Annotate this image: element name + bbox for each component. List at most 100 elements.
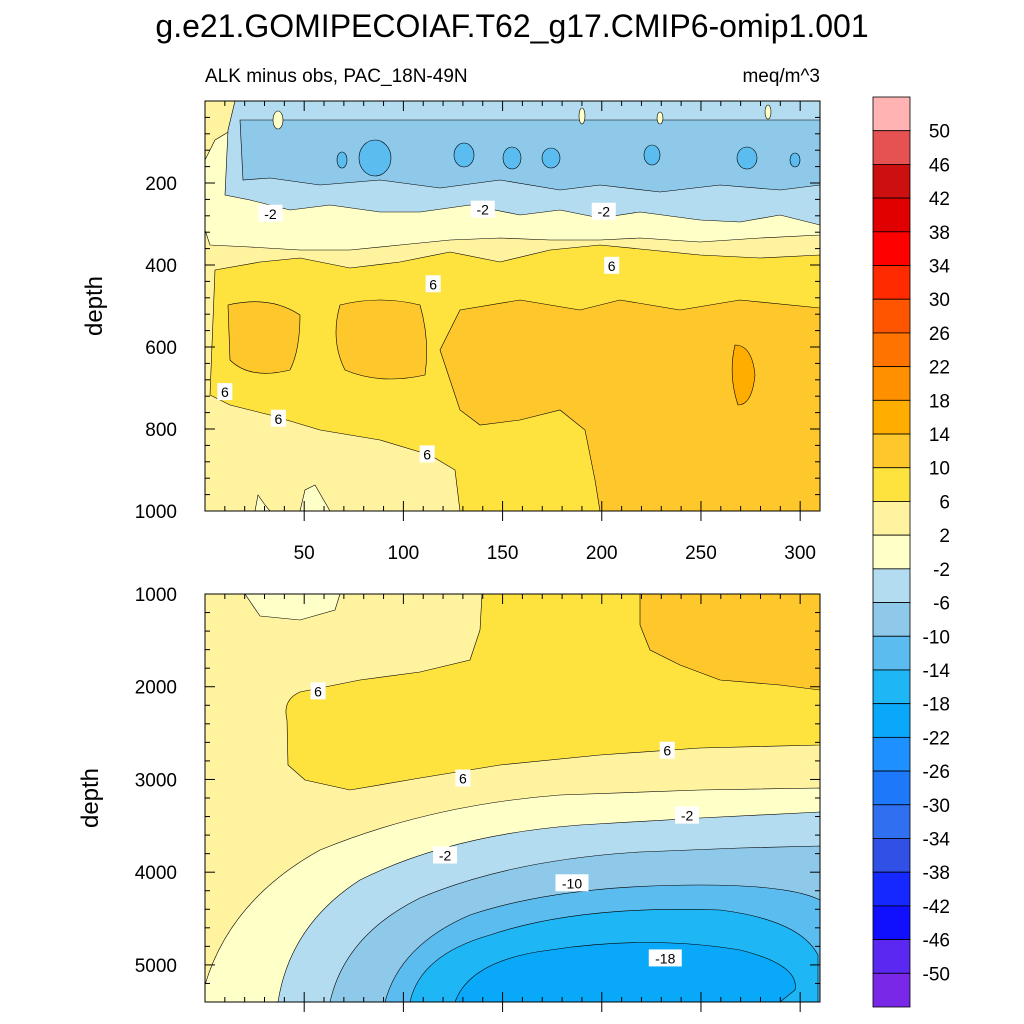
colorbar-swatch bbox=[872, 433, 911, 469]
colorbar-label: -26 bbox=[923, 762, 950, 783]
colorbar-label: -34 bbox=[923, 829, 951, 850]
fill-minus2-bottom bbox=[254, 484, 331, 511]
contour-label: 6 bbox=[419, 445, 435, 463]
contour-label-text: 6 bbox=[663, 743, 671, 759]
contour-label-bg bbox=[555, 874, 589, 892]
colorbar-swatch bbox=[872, 164, 911, 199]
x-tick-label: 100 bbox=[388, 543, 420, 564]
fill-minus2-small bbox=[764, 104, 772, 120]
fill-minus2-small bbox=[578, 107, 586, 125]
colorbar-label: -50 bbox=[923, 964, 950, 985]
colorbar-label: -22 bbox=[923, 728, 950, 749]
fill-minus14-to-minus10 bbox=[643, 144, 661, 166]
contour-label-bg bbox=[419, 445, 435, 463]
fill-minus14-to-minus10 bbox=[789, 152, 801, 168]
fill-minus2-small bbox=[656, 111, 664, 125]
fill-minus14-to-minus10 bbox=[358, 139, 392, 177]
contour-label-bg bbox=[270, 409, 286, 427]
colorbar-swatch bbox=[872, 197, 911, 233]
contour-label: 6 bbox=[270, 409, 286, 427]
contour-label-text: 6 bbox=[429, 276, 437, 292]
colorbar-swatch bbox=[872, 265, 911, 300]
contour-label-text: -2 bbox=[264, 206, 277, 222]
colorbar-swatch bbox=[872, 602, 911, 637]
y-tick-label: 1000 bbox=[135, 585, 177, 606]
colorbar-label: -38 bbox=[923, 863, 950, 884]
contour-label: -2 bbox=[433, 846, 458, 864]
lower-y-axis: 1000 2000 3000 4000 5000 bbox=[135, 585, 820, 1003]
fill-10-to-14 bbox=[335, 299, 427, 380]
colorbar-label: 6 bbox=[939, 492, 950, 513]
colorbar-swatch bbox=[872, 231, 911, 266]
colorbar-swatch bbox=[872, 399, 911, 435]
colorbar-label: 50 bbox=[929, 122, 950, 143]
colorbar-swatch bbox=[872, 939, 911, 974]
colorbar-label: 10 bbox=[929, 459, 950, 480]
colorbar-label: -42 bbox=[923, 897, 950, 918]
colorbar-swatch bbox=[872, 534, 911, 570]
colorbar-swatch bbox=[872, 130, 911, 165]
contour-label: -18 bbox=[648, 949, 682, 967]
colorbar-label: -10 bbox=[923, 627, 950, 648]
upper-x-axis: 50 100 150 200 250 300 bbox=[224, 101, 821, 564]
colorbar-swatch bbox=[872, 905, 911, 940]
contour-label-bg bbox=[433, 846, 458, 864]
fill-minus14-to-minus10 bbox=[541, 147, 561, 169]
colorbar-label: 34 bbox=[929, 257, 951, 278]
colorbar-label: -14 bbox=[923, 661, 951, 682]
contour-label-bg bbox=[659, 741, 675, 759]
contour-label-text: 6 bbox=[221, 384, 229, 400]
x-tick-label: 50 bbox=[294, 543, 315, 564]
lower-contour-fill bbox=[205, 594, 820, 1002]
colorbar-label: 30 bbox=[929, 290, 950, 311]
colorbar-label: -18 bbox=[923, 695, 950, 716]
contour-label-bg bbox=[258, 204, 283, 222]
upper-y-label: depth bbox=[81, 276, 108, 336]
fill-minus22-to-minus18 bbox=[454, 942, 796, 1002]
contour-label: 6 bbox=[604, 256, 620, 274]
contour-label-bg bbox=[310, 682, 326, 700]
lower-x-axis bbox=[224, 594, 821, 1012]
contour-label-text: -2 bbox=[439, 847, 452, 863]
contour-label-text: 6 bbox=[314, 683, 322, 699]
y-tick-label: 2000 bbox=[135, 678, 177, 699]
x-tick-label: 250 bbox=[685, 543, 717, 564]
contour-label: 6 bbox=[455, 769, 471, 787]
colorbar-label: -46 bbox=[923, 931, 950, 952]
contour-label-text: -10 bbox=[562, 875, 582, 891]
fill-minus14-to-minus10 bbox=[502, 146, 522, 170]
contour-label: -2 bbox=[258, 204, 283, 222]
y-tick-label: 400 bbox=[145, 256, 177, 277]
colorbar-swatch bbox=[872, 332, 911, 368]
contour-label: 6 bbox=[217, 383, 233, 401]
contour-label: 6 bbox=[659, 741, 675, 759]
colorbar-swatch bbox=[872, 568, 911, 603]
colorbar-label: 14 bbox=[929, 425, 951, 446]
fill-10-to-14 bbox=[639, 594, 820, 691]
colorbar-label: -30 bbox=[923, 796, 950, 817]
colorbar-swatch bbox=[872, 871, 911, 907]
colorbar-label: 42 bbox=[929, 189, 950, 210]
contour-label-text: 6 bbox=[459, 771, 467, 787]
x-tick-label: 150 bbox=[487, 543, 519, 564]
contour-label: -10 bbox=[555, 874, 589, 892]
contour-label: -2 bbox=[591, 202, 616, 220]
contour-label-bg bbox=[591, 202, 616, 220]
upper-panel: 200 400 600 800 1000 50 100 150 200 250 300 depth… bbox=[81, 100, 821, 564]
contour-label-bg bbox=[425, 275, 441, 293]
colorbar-label: 46 bbox=[929, 155, 950, 176]
contour-label-text: -2 bbox=[477, 202, 490, 218]
upper-plot-frame bbox=[204, 100, 821, 512]
colorbar-swatch bbox=[872, 838, 911, 873]
y-tick-label: 3000 bbox=[135, 770, 177, 791]
contour-label-bg bbox=[217, 383, 233, 401]
chart-subtitle-right: meq/m^3 bbox=[742, 66, 820, 87]
fill-minus14-to-minus10 bbox=[336, 151, 348, 169]
upper-y-axis: 200 400 600 800 1000 bbox=[135, 100, 820, 523]
colorbar-label: 2 bbox=[939, 526, 950, 547]
colorbar-swatch bbox=[872, 804, 911, 839]
contour-label: 6 bbox=[425, 275, 441, 293]
colorbar-swatch bbox=[872, 298, 911, 334]
fill-minus10-to-minus6 bbox=[239, 119, 820, 193]
